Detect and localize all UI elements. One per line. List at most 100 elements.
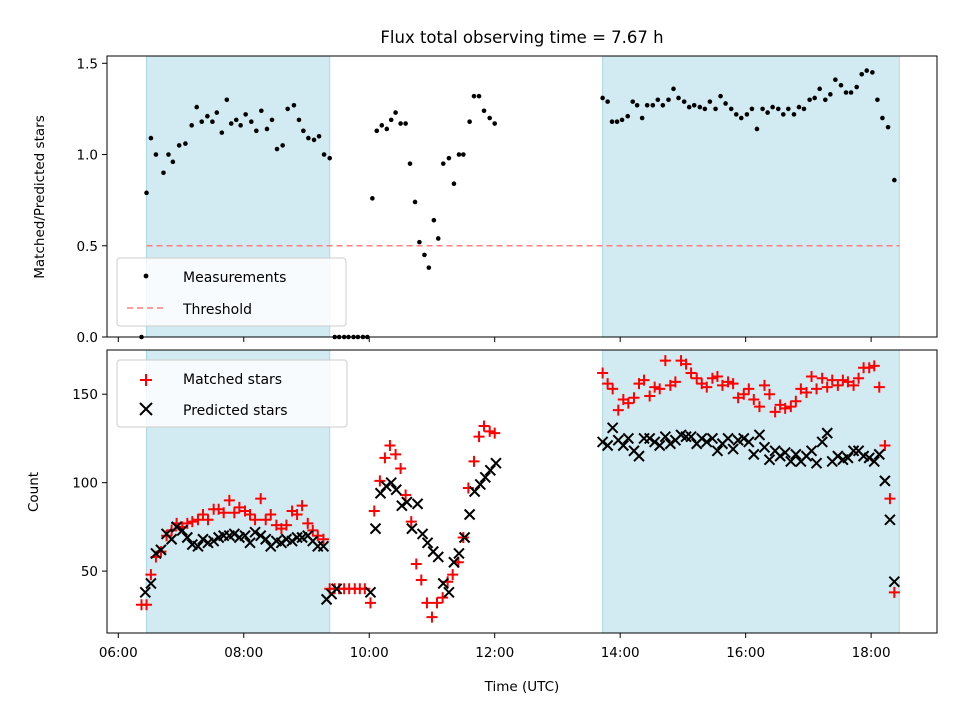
- measurement-point: [476, 93, 482, 99]
- measurement-point: [796, 104, 802, 110]
- measurement-point: [370, 196, 375, 201]
- matched-star-point: [468, 455, 480, 467]
- measurement-point: [248, 119, 254, 124]
- predicted-star-point: [888, 575, 901, 588]
- predicted-star-point: [443, 586, 455, 599]
- y-tick-label: 0.5: [77, 239, 98, 255]
- predicted-star-point: [207, 535, 220, 547]
- predicted-star-point: [601, 439, 614, 452]
- measurement-point: [870, 70, 875, 75]
- legend-predicted-marker: [139, 402, 153, 416]
- x-tick-label: 14:00: [601, 645, 640, 661]
- predicted-star-point: [842, 452, 854, 464]
- measurement-point: [254, 128, 259, 134]
- measurement-point: [327, 155, 333, 161]
- measurement-point: [259, 108, 264, 114]
- measurement-point: [431, 217, 437, 223]
- measurement-point: [487, 115, 492, 121]
- matched-star-point: [779, 402, 791, 414]
- measurement-point: [398, 121, 403, 126]
- measurement-point: [801, 106, 807, 112]
- matched-star-point: [722, 376, 734, 388]
- measurement-point: [233, 117, 239, 123]
- predicted-star-point: [779, 446, 791, 459]
- measurement-point: [875, 97, 880, 103]
- predicted-star-point: [165, 533, 178, 545]
- matched-star-point: [785, 401, 797, 413]
- measurement-point: [770, 104, 775, 110]
- top-legend-frame: [116, 257, 347, 327]
- matched-star-point: [832, 379, 844, 391]
- predicted-star-point: [260, 533, 272, 545]
- matched-star-point: [873, 381, 885, 393]
- predicted-star-point: [701, 436, 713, 448]
- predicted-star-point: [821, 427, 833, 439]
- measurement-point: [274, 146, 280, 152]
- measurement-point: [828, 92, 833, 97]
- matched-star-point: [145, 569, 157, 581]
- measurement-point: [228, 121, 234, 126]
- bottom-panel: 50 100 150 Count 06:00 08:00 10:00 12:00 14:00…: [26, 349, 938, 695]
- matched-star-point: [161, 530, 173, 542]
- matched-star-point: [826, 374, 838, 386]
- matched-star-point: [816, 372, 828, 384]
- matched-star-point: [218, 507, 230, 519]
- measurement-point: [280, 143, 285, 148]
- y-tick-label: 50: [81, 564, 98, 580]
- measurement-point: [285, 106, 290, 112]
- predicted-star-point: [680, 430, 692, 443]
- matched-star-point: [743, 383, 755, 395]
- matched-star-point: [612, 404, 624, 416]
- measurement-point: [426, 265, 432, 270]
- predicted-star-point: [330, 583, 343, 595]
- top-panel: 0.0 0.5 1.0 1.5 Matched/Predicted stars Mea…: [32, 55, 938, 346]
- measurement-point: [854, 84, 859, 90]
- measurement-point: [723, 101, 728, 106]
- matched-star-point: [680, 358, 692, 370]
- measurement-point: [214, 110, 220, 115]
- measurement-point: [422, 252, 427, 258]
- matched-star-point: [848, 379, 860, 391]
- measurement-point: [161, 170, 166, 176]
- measurement-point: [838, 82, 844, 88]
- measurement-point: [650, 102, 656, 108]
- measurement-point: [744, 112, 750, 117]
- predicted-star-point: [468, 485, 481, 498]
- predicted-star-point: [369, 522, 382, 535]
- matched-star-point: [706, 372, 718, 384]
- matched-star-point: [437, 592, 449, 604]
- x-tick-label: 06:00: [99, 645, 138, 661]
- measurement-point: [619, 117, 625, 123]
- predicted-star-point: [863, 452, 875, 464]
- predicted-star-point: [139, 586, 151, 599]
- measurement-point: [686, 104, 692, 110]
- measurement-point: [718, 93, 723, 99]
- matched-star-point: [602, 378, 614, 390]
- measurement-point: [301, 128, 306, 134]
- matched-star-point: [732, 392, 744, 404]
- predicted-star-point: [664, 438, 677, 450]
- y-tick-label: 1.0: [77, 148, 98, 164]
- measurement-point: [760, 106, 765, 112]
- matched-star-point: [202, 514, 214, 526]
- matched-star-point: [884, 493, 896, 505]
- matched-star-point: [426, 611, 438, 623]
- measurement-point: [791, 112, 797, 117]
- matched-star-point: [359, 583, 371, 595]
- measurement-point: [749, 106, 755, 112]
- predicted-star-point: [805, 445, 818, 457]
- predicted-star-point: [648, 436, 661, 448]
- measurement-point: [224, 97, 230, 103]
- predicted-star-point: [448, 556, 460, 568]
- matched-star-point: [223, 494, 235, 506]
- measurement-point: [676, 95, 681, 101]
- matched-star-point: [415, 574, 427, 586]
- matched-star-point: [302, 517, 314, 529]
- matched-star-point: [484, 425, 496, 437]
- matched-star-point: [228, 507, 240, 519]
- matched-star-point: [249, 514, 261, 526]
- predicted-star-point: [170, 521, 183, 533]
- measurement-point: [707, 99, 713, 104]
- matched-star-point: [654, 383, 666, 395]
- predicted-star-point: [722, 432, 734, 445]
